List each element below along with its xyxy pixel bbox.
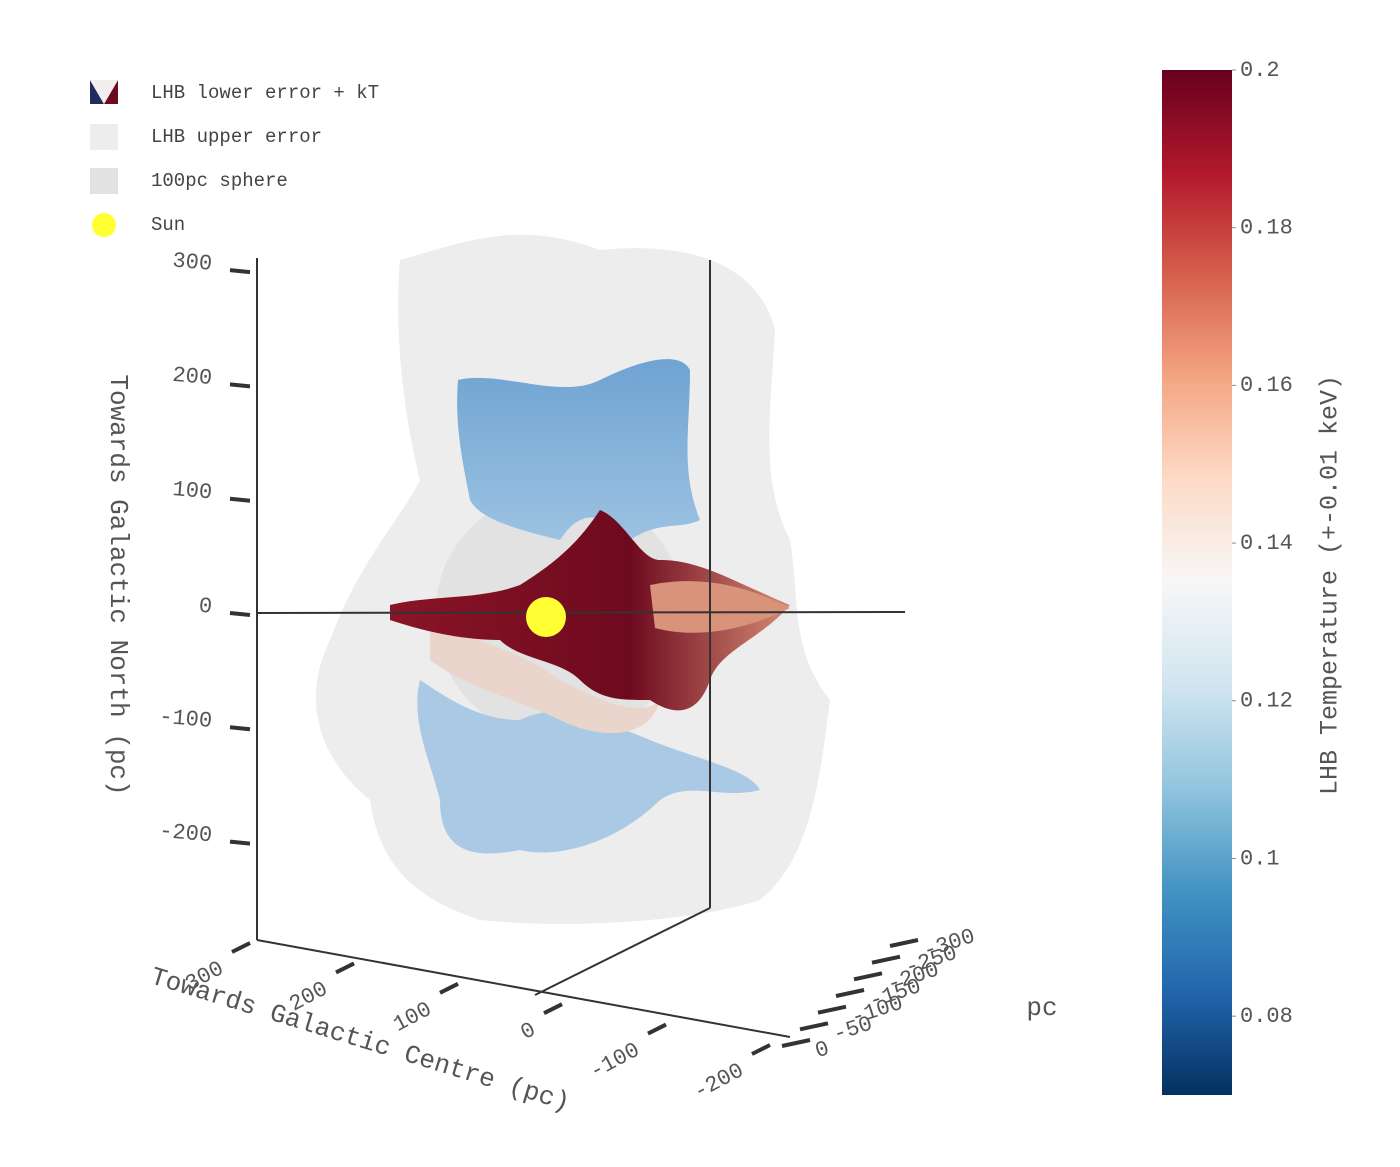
colorbar-tick-label: 0.14 <box>1240 531 1293 556</box>
colorbar-title: LHB Temperature (+-0.01 keV) <box>1316 375 1345 795</box>
colorbar-tick-label: 0.12 <box>1240 689 1293 714</box>
legend-icon <box>90 124 118 150</box>
red-lobe <box>390 510 790 711</box>
z-tick <box>229 839 251 846</box>
z-tick-label: 100 <box>171 477 213 505</box>
z-tick <box>229 268 251 275</box>
x-tick <box>335 961 355 975</box>
salmon-lobe <box>650 581 790 633</box>
y-tick-label: 0 <box>812 1036 832 1064</box>
z-tick-label: 300 <box>171 249 213 277</box>
legend-icon <box>90 80 104 104</box>
x-tick-label: -100 <box>586 1038 644 1085</box>
legend-label: Sun <box>151 214 185 236</box>
y-tick <box>817 1004 847 1015</box>
z-tick <box>229 496 251 503</box>
z-axis-title: Towards Galactic North (pc) <box>103 374 133 795</box>
z-tick <box>229 725 251 732</box>
x-tick-label: -200 <box>690 1058 748 1105</box>
x-tick <box>647 1022 667 1036</box>
z-tick-label: 0 <box>198 594 213 620</box>
z-tick-label: -100 <box>158 705 213 735</box>
z-tick <box>229 611 251 617</box>
y-tick <box>781 1038 811 1048</box>
colorbar <box>1162 70 1232 1095</box>
y-tick <box>799 1021 829 1032</box>
y-tick <box>853 971 883 982</box>
x-tick <box>751 1043 771 1056</box>
colorbar-tick-label: 0.18 <box>1240 216 1293 241</box>
pale-lobe <box>430 620 660 734</box>
colorbar-tick-label: 0.16 <box>1240 373 1293 398</box>
axis-line <box>534 907 711 996</box>
legend-icon <box>92 213 116 237</box>
legend-label: LHB lower error + kT <box>151 82 379 104</box>
colorbar-tick-label: 0.1 <box>1240 846 1280 871</box>
z-tick-label: -200 <box>158 819 213 849</box>
blue-lobe <box>457 359 700 540</box>
x-tick <box>231 941 251 954</box>
x-tick <box>439 982 459 995</box>
x-tick-label: 0 <box>517 1017 540 1045</box>
sun <box>526 597 566 637</box>
legend-icon <box>104 80 118 104</box>
colorbar-tick-label: 0.08 <box>1240 1004 1293 1029</box>
axis-frame <box>256 258 906 1038</box>
z-tick-label: 200 <box>171 363 213 391</box>
x-tick <box>543 1002 563 1015</box>
legend: LHB lower error + kT LHB upper error 100pc… <box>90 80 379 237</box>
y-axis-title: pc <box>1026 993 1057 1023</box>
legend-icon <box>90 168 118 194</box>
axis-line <box>256 611 906 614</box>
blue-lobe <box>417 680 760 854</box>
y-tick <box>871 954 901 965</box>
z-tick <box>229 382 251 389</box>
axis-line <box>256 939 791 1038</box>
y-tick <box>889 938 919 948</box>
y-tick <box>835 988 865 998</box>
surfaces <box>315 234 830 924</box>
colorbar-tick-label: 0.2 <box>1240 58 1280 83</box>
x-tick-label: 100 <box>389 997 436 1038</box>
legend-label: 100pc sphere <box>151 170 288 192</box>
legend-label: LHB upper error <box>151 126 322 148</box>
